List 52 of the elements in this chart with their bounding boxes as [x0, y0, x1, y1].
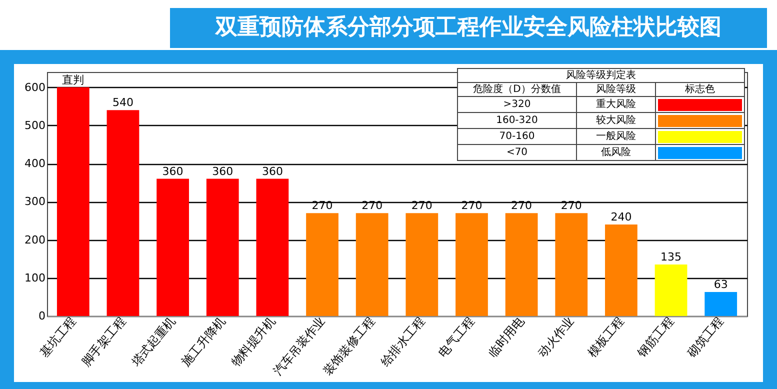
y-tick-label: 300: [24, 195, 46, 208]
x-tick-label: 施工升降机: [178, 314, 228, 369]
bar: [206, 178, 239, 316]
bar: [704, 292, 738, 316]
data-label: 240: [610, 210, 632, 224]
bar: [56, 87, 90, 316]
bar: [555, 213, 588, 316]
data-label: 63: [714, 278, 728, 291]
bar: [456, 213, 488, 316]
y-tick-label: 600: [24, 80, 46, 94]
annotation: 70-160: [458, 128, 576, 144]
x-tick-label: 电气工程: [436, 314, 478, 360]
bar: [306, 213, 338, 316]
bar: [654, 264, 688, 316]
y-tick-label: 100: [24, 271, 46, 284]
bar: [356, 213, 388, 316]
x-tick-label: 给排水工程: [378, 314, 428, 369]
x-tick-label: 动火作业: [535, 314, 577, 360]
data-label: 360: [212, 164, 234, 178]
x-tick-label: 塔式起重机: [128, 314, 178, 370]
annotation: >320: [458, 96, 576, 112]
annotation: <70: [458, 144, 576, 160]
bar: [505, 213, 538, 316]
x-tick-label: 砌筑工程: [684, 314, 726, 361]
y-tick-label: 400: [24, 157, 46, 170]
annotation: 标志色: [656, 82, 744, 96]
annotation: 一般风险: [576, 128, 656, 144]
x-tick-label: 模板工程: [584, 314, 627, 360]
y-tick-label: 200: [24, 233, 46, 246]
bar: [106, 110, 140, 316]
x-tick-label: 脚手架工程: [79, 314, 128, 369]
legend-title: 风险等级判定表: [458, 68, 744, 82]
annotation: 较大风险: [576, 112, 656, 128]
data-label: 360: [162, 164, 184, 178]
data-label: 直判: [62, 73, 84, 86]
annotation: 风险等级: [576, 82, 656, 96]
chart-title: 双重预防体系分部分项工程作业安全风险柱状比较图: [170, 8, 767, 48]
bar: [256, 178, 289, 316]
data-label: 135: [660, 250, 682, 264]
x-tick-label: 钢筋工程: [634, 314, 676, 361]
data-label: 360: [262, 164, 283, 178]
bar: [605, 224, 638, 316]
annotation: 重大风险: [576, 96, 656, 112]
x-tick-label: 临时用电: [485, 314, 527, 360]
annotation: 危险度（D）分数值: [458, 82, 576, 96]
bar: [156, 178, 189, 316]
bar: [406, 213, 438, 316]
data-label: 540: [112, 96, 134, 110]
annotation: 160-320: [458, 112, 576, 128]
y-tick-label: 0: [38, 310, 46, 322]
y-tick-label: 500: [24, 118, 46, 132]
annotation: 低风险: [576, 144, 656, 160]
